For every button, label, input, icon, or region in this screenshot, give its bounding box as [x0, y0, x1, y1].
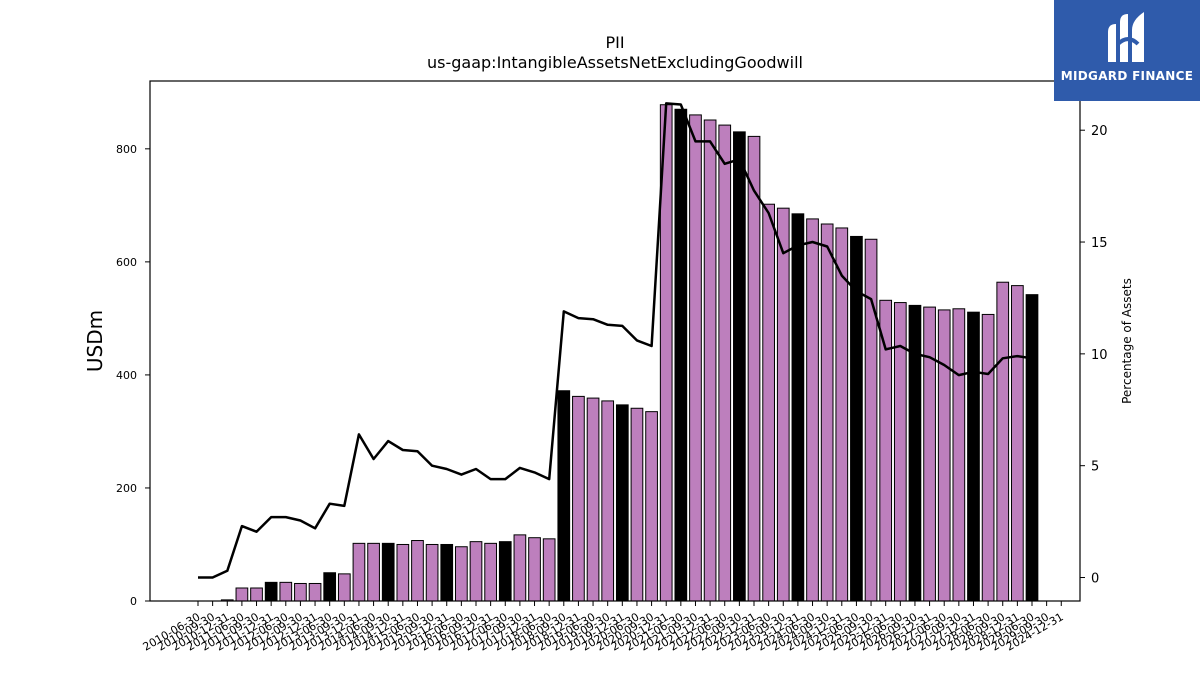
bar: [367, 542, 380, 602]
logo-text: MIDGARD FINANCE: [1060, 69, 1194, 83]
bar: [1011, 285, 1024, 602]
y-tick-label: 200: [116, 482, 137, 495]
bar: [250, 587, 263, 602]
chart-subtitle: us-gaap:IntangibleAssetsNetExcludingGood…: [427, 53, 803, 72]
bar: [776, 207, 790, 602]
bar: [791, 213, 805, 602]
bar: [689, 114, 702, 602]
bar: [469, 541, 483, 602]
bar: [645, 411, 658, 602]
y2-axis-label: Percentage of Assets: [1120, 278, 1134, 404]
bar: [294, 582, 307, 602]
y2-tick-label: 5: [1091, 460, 1099, 475]
bar: [586, 397, 600, 602]
y-axis-label: USDm: [83, 310, 107, 372]
y-tick-label: 600: [116, 256, 137, 269]
bar: [264, 581, 278, 602]
bar: [630, 407, 644, 602]
midgard-finance-logo: MIDGARD FINANCE: [1054, 0, 1200, 101]
bar: [352, 542, 366, 602]
bar: [484, 542, 497, 602]
y2-tick-label: 20: [1091, 124, 1108, 139]
y2-tick-label: 0: [1091, 572, 1099, 587]
y-tick-label: 800: [116, 143, 137, 156]
bar: [411, 540, 424, 602]
bar: [455, 546, 468, 602]
bar: [1025, 294, 1039, 602]
axes: 0200400600800051015202010-06-302010-09-3…: [83, 80, 1134, 654]
bar: [923, 306, 936, 602]
bar: [615, 404, 629, 602]
y-tick-label: 0: [130, 595, 137, 608]
bar: [806, 218, 819, 602]
bar: [440, 543, 454, 602]
midgard-m-logo-icon: [1108, 12, 1144, 62]
line-series: [198, 102, 1033, 579]
bar: [835, 227, 849, 602]
bar: [279, 581, 293, 602]
bar: [967, 311, 980, 602]
bar: [952, 308, 966, 602]
bar: [703, 119, 717, 602]
bar: [908, 304, 922, 602]
bar: [572, 395, 585, 602]
bar: [762, 203, 775, 602]
bar: [381, 542, 395, 602]
y2-tick-label: 15: [1091, 236, 1108, 251]
bar: [937, 309, 951, 602]
y-tick-label: 400: [116, 369, 137, 382]
bar-series: [191, 104, 1039, 602]
bar: [528, 537, 541, 602]
bar: [337, 573, 351, 602]
bar: [235, 587, 249, 602]
bar: [820, 223, 834, 602]
bar: [747, 135, 761, 602]
bar: [308, 582, 322, 602]
bar: [323, 572, 337, 602]
y2-tick-label: 10: [1091, 348, 1108, 363]
plot-frame: [149, 80, 1081, 602]
bar: [981, 313, 995, 602]
chart-title: PII: [605, 33, 625, 52]
bar: [396, 543, 410, 602]
bar: [557, 390, 571, 602]
bar: [718, 124, 732, 602]
bar: [864, 238, 878, 602]
bar: [674, 108, 688, 602]
bar: [513, 534, 527, 602]
bar: [733, 131, 746, 602]
bar: [601, 400, 615, 602]
bar: [425, 543, 439, 602]
bar: [996, 281, 1010, 602]
percentage-line: [198, 102, 1033, 579]
bar: [498, 541, 512, 602]
bar: [542, 538, 556, 602]
